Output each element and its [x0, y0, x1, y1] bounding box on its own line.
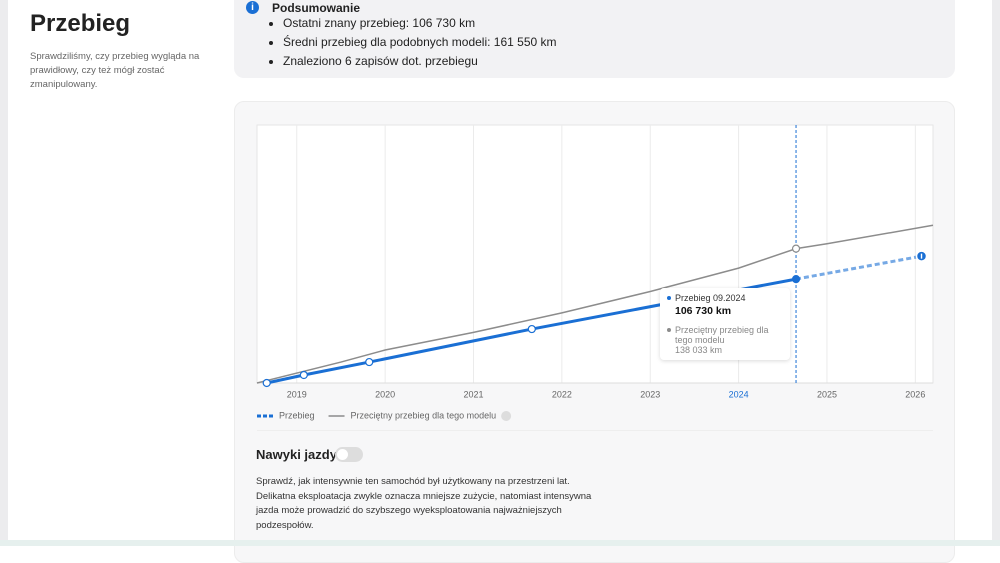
x-tick-label: 2023	[640, 389, 660, 399]
toggle-knob	[337, 449, 348, 460]
x-tick-label: 2024	[729, 389, 749, 399]
legend-label: Przebieg	[279, 410, 315, 420]
tooltip-title: Przebieg 09.2024	[675, 293, 746, 303]
legend-label: Przeciętny przebieg dla tego modelu	[351, 410, 497, 420]
x-tick-label: 2020	[375, 389, 395, 399]
tooltip: Przebieg 09.2024 106 730 km Przeciętny p…	[660, 288, 790, 360]
x-tick-label: 2026	[905, 389, 925, 399]
tooltip-avg-title: Przeciętny przebieg dla tego modelu	[675, 325, 769, 345]
data-point	[527, 324, 536, 334]
projection-line	[795, 254, 922, 281]
plot-area	[256, 124, 934, 384]
habits-title: Nawyki jazdy	[256, 447, 337, 462]
summary-item: Znaleziono 6 zapisów dot. przebiegu	[283, 52, 557, 71]
x-tick-label: 2022	[552, 389, 572, 399]
summary-item: Ostatni znany przebieg: 106 730 km	[283, 14, 557, 33]
data-point	[791, 244, 801, 253]
data-point	[791, 274, 801, 284]
chart: 2019 2020 2021 2022 2023 2024 2025 2026 Przebieg…	[256, 124, 934, 431]
section-description: Sprawdziliśmy, czy przebieg wygląda na p…	[30, 51, 200, 90]
summary-title: Podsumowanie	[272, 1, 361, 15]
data-point	[299, 370, 308, 380]
x-tick-label: 2019	[287, 389, 307, 399]
summary-item: Średni przebieg dla podobnych modeli: 16…	[283, 33, 557, 52]
data-point	[365, 357, 374, 367]
side-strip	[992, 0, 1000, 546]
side-strip	[0, 0, 8, 546]
projection-icon	[920, 253, 923, 259]
tooltip-value: 106 730 km	[675, 305, 732, 317]
summary-box	[234, 0, 955, 78]
page: Przebieg Sprawdziliśmy, czy przebieg wyg…	[0, 0, 1000, 546]
data-point	[262, 378, 271, 388]
bottom-strip	[0, 540, 1000, 546]
x-tick-label: 2021	[463, 389, 483, 399]
section-title: Przebieg	[30, 10, 131, 37]
help-icon	[501, 411, 512, 421]
tooltip-avg-value: 138 033 km	[675, 345, 723, 355]
info-icon: i	[246, 1, 259, 14]
habits-text: Sprawdź, jak intensywnie ten samochód by…	[256, 476, 592, 531]
summary-list: Ostatni znany przebieg: 106 730 km Średn…	[270, 14, 557, 71]
series-line	[256, 224, 934, 384]
x-tick-label: 2025	[817, 389, 837, 399]
